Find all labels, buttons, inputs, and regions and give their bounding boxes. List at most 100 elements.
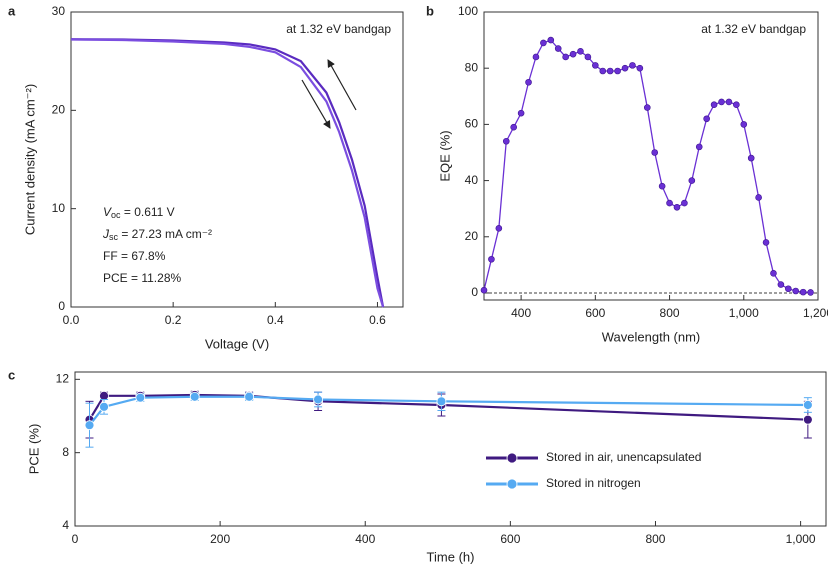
marker [592,62,599,69]
marker [621,64,629,72]
marker [785,285,792,293]
marker [802,414,813,425]
marker [792,287,800,295]
marker [740,121,748,128]
marker [629,62,636,69]
marker [658,182,666,190]
marker [480,286,488,294]
x-tick-label: 400 [511,306,531,320]
y-tick-label: 4 [62,518,69,532]
marker [606,67,614,75]
stat: FF = 67.8% [103,249,166,263]
marker [777,281,785,288]
marker [547,36,555,44]
y-tick-label: 10 [52,201,66,215]
marker [569,50,577,58]
y-tick-label: 0 [471,285,478,299]
x-tick-label: 200 [210,532,230,546]
marker [718,98,725,106]
y-axis-label: PCE (%) [26,424,41,475]
series-line [88,393,808,421]
y-tick-label: 20 [52,103,66,117]
marker [517,109,525,117]
marker [436,396,447,407]
stat-text: = 27.23 mA cm⁻² [118,227,212,241]
annotation: at 1.32 eV bandgap [701,22,806,36]
x-tick-label: 600 [500,532,520,546]
stat-sub: sc [109,232,119,242]
x-tick-label: 0.2 [165,313,182,327]
marker [733,101,740,109]
marker [703,115,710,123]
x-tick-label: 1,000 [786,532,816,546]
marker [99,401,109,412]
series-line [70,38,385,308]
panel-label: b [426,3,434,18]
marker [643,104,651,111]
series-line [88,395,808,426]
marker [510,123,517,131]
x-tick-label: 1,200 [803,306,828,320]
marker [807,289,814,296]
marker [673,203,681,211]
marker [488,255,495,263]
marker [651,149,659,156]
arrow-reverse [327,59,357,111]
x-axis-label: Time (h) [427,549,475,564]
marker [244,391,255,402]
marker [502,137,510,145]
plot-frame [74,371,827,527]
x-tick-label: 0.6 [369,313,386,327]
series-line [70,38,385,308]
stat: Voc = 0.611 V [103,205,175,220]
arrow-forward [301,79,331,129]
marker [313,394,323,405]
stat-text: FF = 67.8% [103,249,166,263]
y-tick-label: 0 [58,299,65,313]
x-tick-label: 1,000 [729,306,759,320]
marker [99,390,109,401]
x-tick-label: 800 [645,532,665,546]
x-axis-label: Wavelength (nm) [602,329,701,344]
marker [599,67,607,75]
x-tick-label: 0.0 [63,313,80,327]
marker [584,53,592,61]
y-tick-label: 8 [62,445,69,459]
stat-text: = 0.611 V [121,205,175,219]
series-line [483,39,811,294]
marker [614,67,621,75]
panel-label: a [8,3,16,18]
stat: PCE = 11.28% [103,271,181,285]
plot-frame [70,11,404,308]
marker [799,288,807,296]
x-tick-label: 600 [585,306,605,320]
marker [747,154,755,162]
annotation: at 1.32 eV bandgap [286,22,391,36]
stat: Jsc = 27.23 mA cm⁻² [102,227,212,242]
marker [666,199,673,207]
y-tick-label: 60 [465,117,479,131]
stat-text: PCE = 11.28% [103,271,181,285]
legend-label: Stored in air, unencapsulated [546,450,701,464]
marker [725,98,733,106]
stat-symbol: J [102,227,110,241]
panel-label: c [8,367,15,382]
y-tick-label: 80 [465,60,479,74]
marker [540,39,547,47]
y-tick-label: 100 [458,4,478,18]
marker [189,391,200,402]
marker [688,177,696,184]
marker [84,420,95,431]
marker [577,48,584,55]
y-tick-label: 40 [465,173,479,187]
y-axis-label: Current density (mA cm⁻²) [22,84,37,235]
y-axis-label: EQE (%) [437,130,452,181]
marker [495,225,503,232]
marker [525,78,532,86]
marker [695,143,703,151]
y-tick-label: 20 [465,229,479,243]
y-tick-label: 12 [56,372,70,386]
x-tick-label: 0.4 [267,313,284,327]
legend-marker [506,452,518,464]
